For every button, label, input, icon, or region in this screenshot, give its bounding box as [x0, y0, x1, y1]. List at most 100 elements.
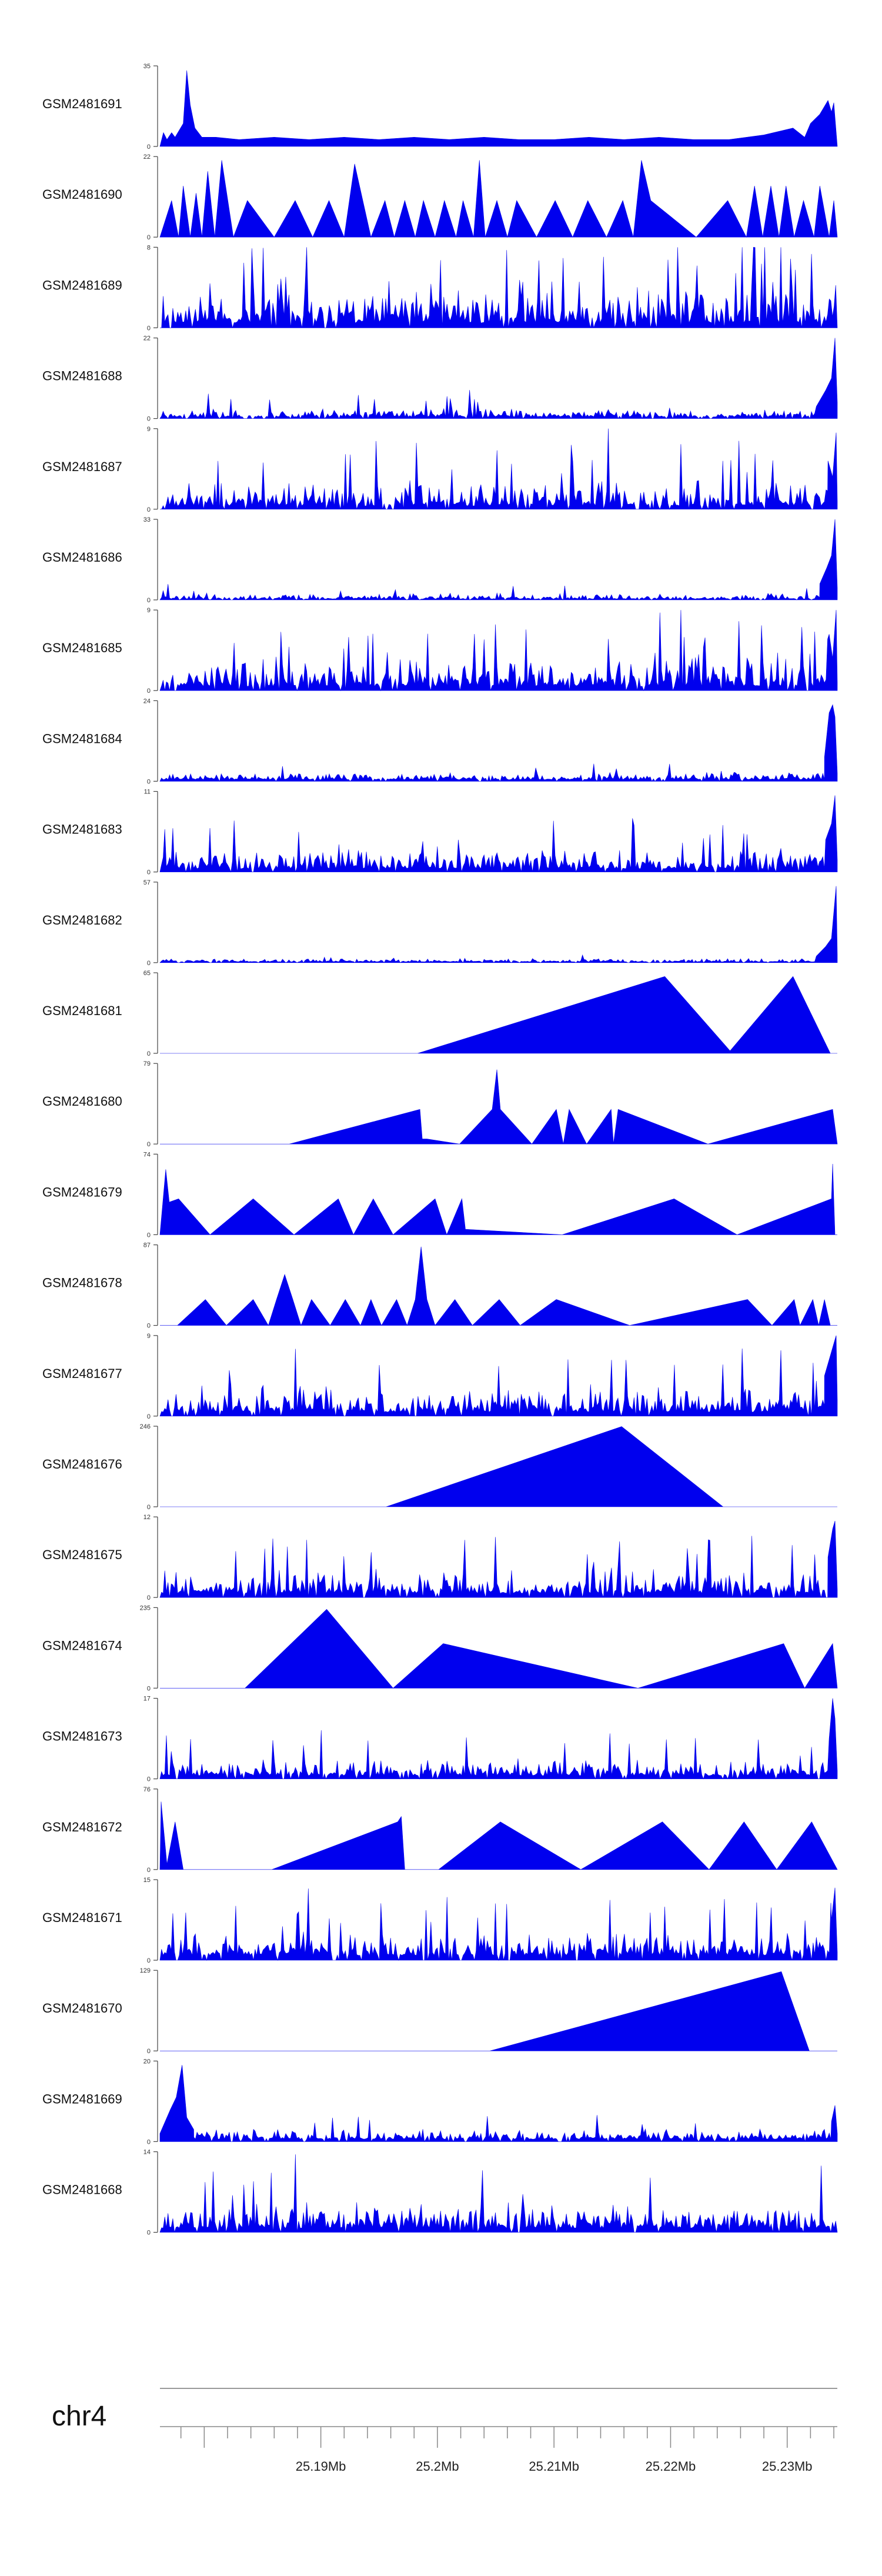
- coverage-area: [159, 1335, 838, 1417]
- tracks-layer: GSM2481691350GSM2481690220GSM248168980GS…: [42, 63, 838, 2237]
- y-axis-min-label: 0: [147, 1413, 151, 1420]
- track-GSM2481689: GSM2481689 8 0: [42, 244, 838, 332]
- y-axis-max-label: 17: [143, 1696, 151, 1703]
- y-axis-max-label: 22: [143, 154, 151, 161]
- y-axis-min-label: 0: [147, 960, 151, 967]
- coverage-area: [159, 795, 838, 873]
- genome-axis: chr4 25.19Mb 25.2Mb 25.21Mb 25.22Mb 25.23Mb: [52, 2388, 837, 2474]
- track-label: GSM2481673: [42, 1729, 122, 1744]
- y-axis-min-label: 0: [147, 778, 151, 785]
- coverage-area: [159, 70, 838, 147]
- y-axis-min-label: 0: [147, 1323, 151, 1330]
- track-GSM2481679: GSM2481679 74 0: [42, 1151, 837, 1239]
- y-axis-min-label: 0: [147, 2048, 151, 2055]
- track-label: GSM2481678: [42, 1276, 122, 1290]
- track-GSM2481686: GSM2481686 33 0: [42, 516, 838, 604]
- track-label: GSM2481668: [42, 2183, 122, 2197]
- y-axis-max-label: 24: [143, 698, 151, 705]
- y-axis-min-label: 0: [147, 688, 151, 695]
- y-axis-max-label: 8: [147, 244, 151, 251]
- y-axis-max-label: 76: [143, 1786, 151, 1793]
- track-label: GSM2481672: [42, 1820, 122, 1834]
- track-label: GSM2481685: [42, 640, 122, 655]
- coverage-area: [159, 610, 838, 692]
- track-GSM2481681: GSM2481681 65 0: [42, 970, 837, 1057]
- coverage-area: [159, 2065, 838, 2143]
- coverage-area: [159, 160, 838, 238]
- y-axis-min-label: 0: [147, 325, 151, 332]
- y-axis-min-label: 0: [147, 1867, 151, 1874]
- track-GSM2481684: GSM2481684 24 0: [42, 698, 838, 785]
- track-label: GSM2481674: [42, 1638, 122, 1653]
- track-label: GSM2481689: [42, 278, 122, 292]
- track-label: GSM2481682: [42, 913, 122, 927]
- y-axis-min-label: 0: [147, 1685, 151, 1692]
- y-axis-min-label: 0: [147, 2138, 151, 2145]
- y-axis-min-label: 0: [147, 869, 151, 876]
- track-label: GSM2481683: [42, 822, 122, 837]
- coverage-area: [159, 1520, 838, 1599]
- y-axis-max-label: 14: [143, 2149, 151, 2156]
- coverage-area: [159, 1698, 838, 1780]
- track-GSM2481674: GSM2481674 235 0: [42, 1604, 838, 1692]
- coverage-area: [160, 1069, 838, 1144]
- track-GSM2481675: GSM2481675 12 0: [42, 1514, 838, 1601]
- track-label: GSM2481688: [42, 369, 122, 383]
- track-GSM2481690: GSM2481690 22 0: [42, 154, 838, 241]
- chromosome-label: chr4: [52, 2401, 106, 2432]
- y-axis-min-label: 0: [147, 1141, 151, 1148]
- track-GSM2481669: GSM2481669 20 0: [42, 2058, 838, 2145]
- coverage-area: [159, 1887, 838, 1961]
- y-axis-min-label: 0: [147, 144, 151, 151]
- coverage-area: [159, 1164, 837, 1236]
- y-axis-max-label: 129: [140, 1967, 151, 1974]
- coverage-area: [160, 1426, 837, 1507]
- track-GSM2481678: GSM2481678 87 0: [42, 1242, 837, 1330]
- track-label: GSM2481681: [42, 1003, 122, 1018]
- track-label: GSM2481669: [42, 2091, 122, 2106]
- track-GSM2481688: GSM2481688 22 0: [42, 335, 838, 423]
- coverage-area: [160, 1971, 837, 2051]
- y-axis-min-label: 0: [147, 416, 151, 423]
- y-axis-max-label: 235: [140, 1604, 151, 1611]
- y-axis-min-label: 0: [147, 1050, 151, 1057]
- y-axis-min-label: 0: [147, 1504, 151, 1511]
- y-axis-max-label: 12: [143, 1514, 151, 1521]
- coverage-area: [159, 704, 838, 782]
- track-label: GSM2481691: [42, 96, 122, 111]
- coverage-area: [159, 886, 838, 963]
- coverage-area: [159, 2154, 838, 2233]
- track-label: GSM2481670: [42, 2001, 122, 2016]
- track-label: GSM2481675: [42, 1547, 122, 1562]
- track-GSM2481683: GSM2481683 11 0: [42, 789, 838, 876]
- x-tick-label: 25.23Mb: [762, 2459, 813, 2474]
- track-GSM2481671: GSM2481671 15 0: [42, 1877, 838, 1964]
- track-GSM2481682: GSM2481682 57 0: [42, 879, 838, 967]
- y-axis-max-label: 246: [140, 1423, 151, 1430]
- track-label: GSM2481679: [42, 1184, 122, 1199]
- y-axis-min-label: 0: [147, 2230, 151, 2237]
- y-axis-max-label: 20: [143, 2058, 151, 2065]
- track-label: GSM2481686: [42, 550, 122, 565]
- track-GSM2481691: GSM2481691 35 0: [42, 63, 838, 151]
- track-GSM2481676: GSM2481676 246 0: [42, 1423, 837, 1511]
- track-GSM2481687: GSM2481687 9 0: [42, 426, 838, 513]
- x-tick-label: 25.19Mb: [296, 2459, 346, 2474]
- track-GSM2481670: GSM2481670 129 0: [42, 1967, 837, 2055]
- y-axis-min-label: 0: [147, 597, 151, 604]
- y-axis-min-label: 0: [147, 1594, 151, 1601]
- y-axis-min-label: 0: [147, 1232, 151, 1239]
- y-axis-max-label: 9: [147, 607, 151, 614]
- y-axis-min-label: 0: [147, 1957, 151, 1964]
- coverage-area: [160, 1609, 838, 1689]
- coverage-area: [160, 976, 837, 1054]
- x-tick-label: 25.2Mb: [416, 2459, 459, 2474]
- y-axis-max-label: 22: [143, 335, 151, 342]
- track-label: GSM2481687: [42, 459, 122, 474]
- coverage-area: [159, 338, 838, 419]
- y-axis-max-label: 65: [143, 970, 151, 977]
- track-label: GSM2481690: [42, 187, 122, 202]
- y-axis-max-label: 9: [147, 426, 151, 433]
- x-tick-label: 25.21Mb: [529, 2459, 579, 2474]
